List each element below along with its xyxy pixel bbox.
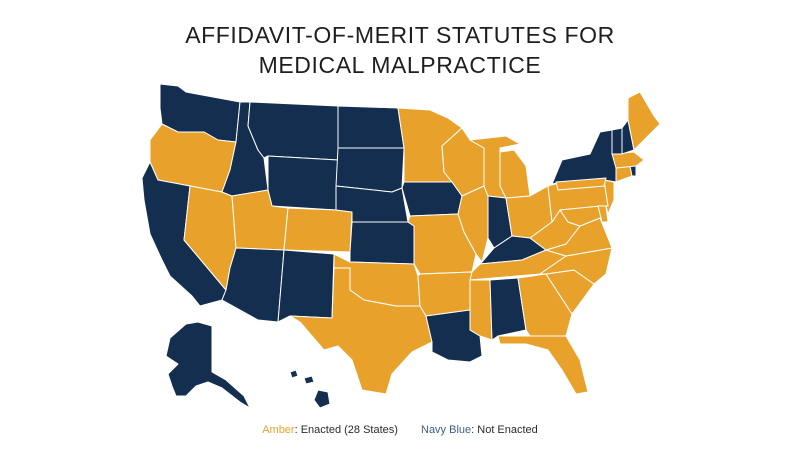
state-co <box>283 207 353 253</box>
map-title-line1: AFFIDAVIT-OF-MERIT STATUTES FOR <box>185 22 615 48</box>
state-hi-3 <box>313 389 331 409</box>
legend-enacted: Amber: Enacted (28 States) <box>262 424 398 436</box>
state-al <box>489 277 527 341</box>
state-mt <box>247 101 339 161</box>
state-ak <box>165 321 251 409</box>
state-nd <box>337 105 405 149</box>
state-ar <box>417 271 473 317</box>
state-sd <box>335 147 405 193</box>
legend-not-enacted-key: Navy Blue <box>421 424 472 436</box>
state-hi-2 <box>303 375 315 385</box>
state-ks <box>349 221 415 265</box>
state-de <box>597 205 609 223</box>
state-ms <box>469 279 493 341</box>
state-ny-s <box>555 177 607 191</box>
legend-not-enacted-text: : Not Enacted <box>471 424 538 436</box>
state-nm <box>277 249 335 323</box>
state-vt <box>611 127 623 155</box>
map-title-line2: MEDICAL MALPRACTICE <box>258 52 542 78</box>
legend-not-enacted: Navy Blue: Not Enacted <box>421 424 538 436</box>
state-wy <box>267 155 339 211</box>
legend-enacted-text: : Enacted (28 States) <box>294 424 398 436</box>
map-legend: Amber: Enacted (28 States) Navy Blue: No… <box>0 424 800 436</box>
state-ct <box>615 165 633 183</box>
state-tx <box>289 267 433 395</box>
state-ny <box>551 129 617 185</box>
state-mi-lower <box>499 149 531 199</box>
state-hi-1 <box>289 369 299 379</box>
state-ia <box>401 181 463 217</box>
legend-enacted-key: Amber <box>262 424 295 436</box>
state-ma <box>611 151 645 169</box>
state-me <box>627 91 661 151</box>
map-title: AFFIDAVIT-OF-MERIT STATUTES FOR MEDICAL … <box>0 20 800 80</box>
state-fl <box>497 335 589 395</box>
